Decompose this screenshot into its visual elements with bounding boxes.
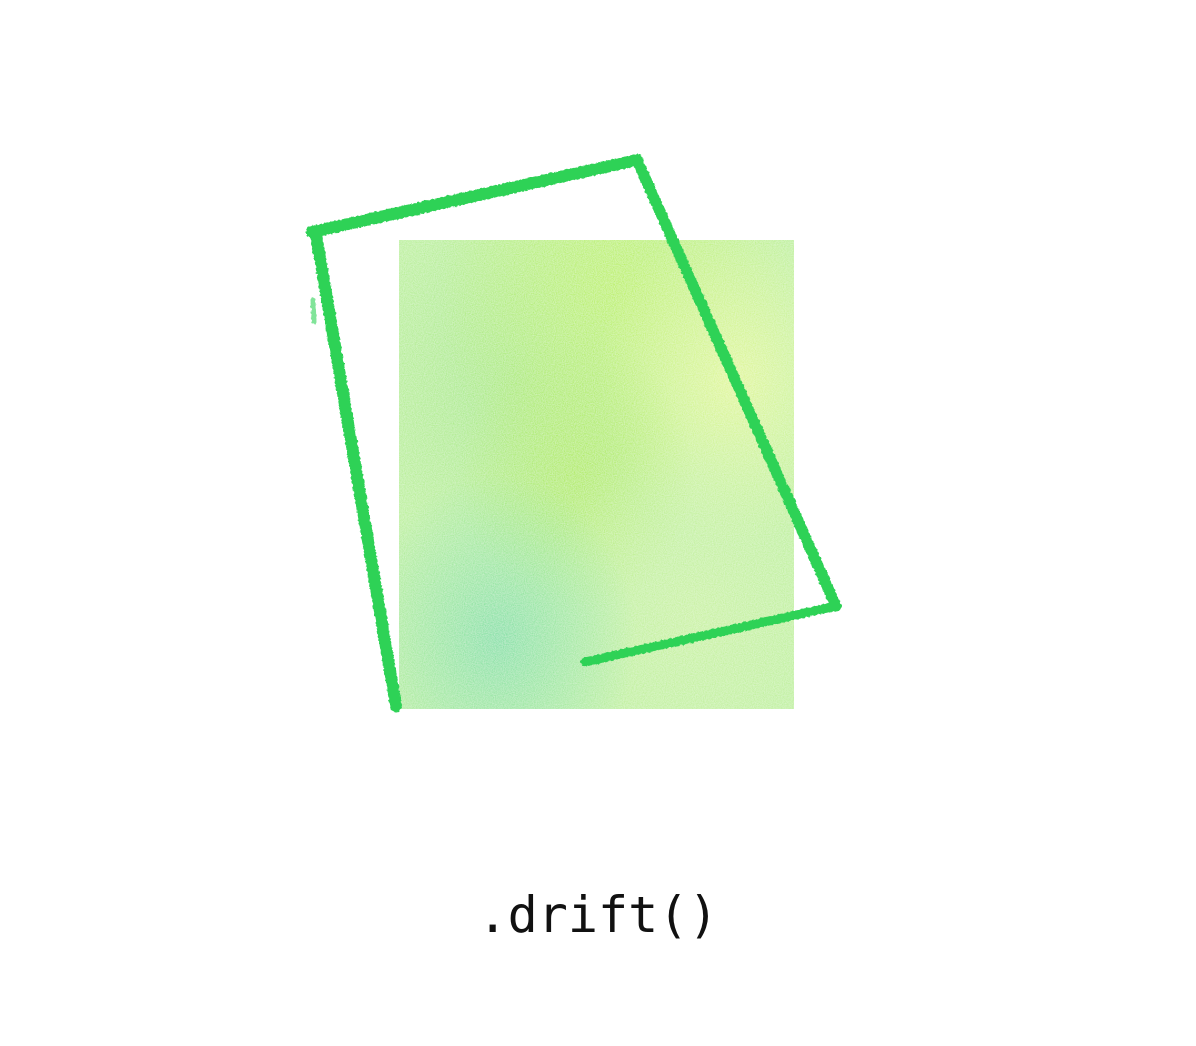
watercolor-swatch: [399, 240, 794, 709]
outline-frame: [306, 154, 842, 712]
function-label: .drift(): [477, 886, 719, 944]
